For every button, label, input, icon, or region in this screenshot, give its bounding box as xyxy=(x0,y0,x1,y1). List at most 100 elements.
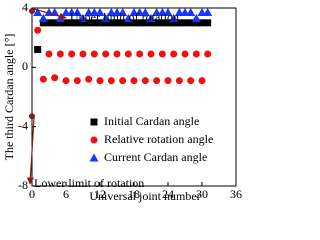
y-tick-label: 0 xyxy=(22,59,28,73)
triangle-marker xyxy=(84,7,94,16)
triangle-marker xyxy=(78,13,88,22)
circle-marker xyxy=(170,50,178,58)
triangle-marker xyxy=(95,7,105,16)
circle-marker xyxy=(147,50,155,58)
circle-marker xyxy=(113,50,121,58)
square-marker xyxy=(62,19,70,27)
square-marker xyxy=(56,19,64,27)
circle-marker xyxy=(51,74,59,82)
circle-marker xyxy=(73,77,81,85)
x-axis-label: Universal joint number xyxy=(89,189,200,203)
circle-marker xyxy=(39,75,47,83)
square-marker xyxy=(204,19,212,27)
square-marker xyxy=(181,19,189,27)
circle-marker xyxy=(124,50,132,58)
circle-marker xyxy=(29,113,35,120)
x-tick-label: 6 xyxy=(63,187,69,201)
circle-marker xyxy=(90,136,98,144)
circle-marker xyxy=(136,50,144,58)
circle-marker xyxy=(102,50,110,58)
triangle-marker xyxy=(89,153,99,162)
triangle-marker xyxy=(152,7,162,16)
circle-marker xyxy=(204,50,212,58)
circle-marker xyxy=(29,7,35,14)
x-tick-label: 36 xyxy=(230,187,242,201)
circle-marker xyxy=(90,50,98,58)
triangle-marker xyxy=(72,7,82,16)
circle-marker xyxy=(181,50,189,58)
x-tick-label: 30 xyxy=(196,187,208,201)
circle-marker xyxy=(68,50,76,58)
circle-marker xyxy=(175,77,183,85)
circle-marker xyxy=(158,50,166,58)
square-marker xyxy=(73,19,81,27)
y-tick-label: -4 xyxy=(18,118,28,132)
circle-marker xyxy=(85,75,93,83)
square-marker xyxy=(147,19,155,27)
circle-marker xyxy=(45,50,53,58)
square-marker xyxy=(153,19,161,27)
square-marker xyxy=(187,19,195,27)
circle-marker xyxy=(62,77,70,85)
chart: Universal joint number The third Cardan … xyxy=(2,0,242,203)
square-marker xyxy=(158,19,166,27)
triangle-marker xyxy=(197,7,207,16)
square-marker xyxy=(51,19,59,27)
triangle-marker xyxy=(112,7,122,16)
square-marker xyxy=(39,19,47,27)
triangle-marker xyxy=(174,7,184,16)
triangle-marker xyxy=(89,7,99,16)
triangle-marker xyxy=(163,7,173,16)
triangle-marker xyxy=(146,13,156,22)
square-marker xyxy=(96,19,104,27)
square-marker xyxy=(45,19,53,27)
square-marker xyxy=(119,19,127,27)
square-marker xyxy=(141,19,149,27)
legend-label: Initial Cardan angle xyxy=(104,114,199,128)
square-marker xyxy=(170,19,178,27)
triangle-marker xyxy=(169,13,179,22)
triangle-marker xyxy=(186,7,196,16)
annotation-text: Upper limit of rotation xyxy=(70,10,179,24)
circle-marker xyxy=(164,77,172,85)
square-marker xyxy=(107,19,115,27)
legend-label: Current Cardan angle xyxy=(104,150,207,164)
legend-label: Relative rotation angle xyxy=(104,132,213,146)
square-marker xyxy=(198,19,206,27)
circle-marker xyxy=(187,77,195,85)
page: Universal joint number The third Cardan … xyxy=(1,0,242,203)
square-marker xyxy=(102,19,110,27)
triangle-marker xyxy=(38,13,48,22)
square-marker xyxy=(90,118,98,126)
triangle-marker xyxy=(33,7,43,16)
square-marker xyxy=(124,19,132,27)
y-tick-label: -8 xyxy=(18,178,28,192)
annotation-arrow xyxy=(33,8,67,20)
x-tick-label: 0 xyxy=(29,187,35,201)
circle-marker xyxy=(198,77,206,85)
x-tick-label: 24 xyxy=(162,187,174,201)
triangle-marker xyxy=(203,7,213,16)
circle-marker xyxy=(34,26,42,34)
circle-marker xyxy=(96,77,104,85)
triangle-marker xyxy=(135,7,145,16)
triangle-marker xyxy=(106,7,116,16)
triangle-marker xyxy=(123,13,133,22)
triangle-marker xyxy=(191,13,201,22)
square-marker xyxy=(79,19,87,27)
annotation-arrow xyxy=(26,118,35,185)
square-marker xyxy=(136,19,144,27)
circle-marker xyxy=(119,77,127,85)
x-tick-label: 12 xyxy=(94,187,106,201)
square-marker xyxy=(175,19,183,27)
x-tick-label: 18 xyxy=(128,187,140,201)
triangle-marker xyxy=(157,7,167,16)
square-marker xyxy=(90,19,98,27)
y-tick-label: 4 xyxy=(22,0,28,14)
square-marker xyxy=(34,46,42,54)
square-marker xyxy=(85,19,93,27)
circle-marker xyxy=(56,50,64,58)
triangle-marker xyxy=(140,7,150,16)
circle-marker xyxy=(79,50,87,58)
square-marker xyxy=(164,19,172,27)
